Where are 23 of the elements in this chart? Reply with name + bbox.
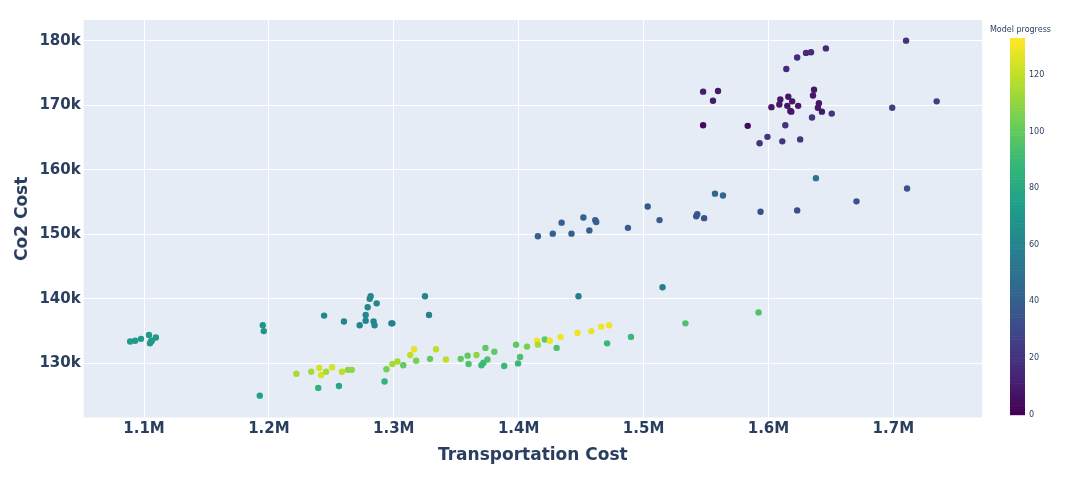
x-tick-label: 1.1M <box>123 419 165 438</box>
x-tick-label: 1.2M <box>248 419 290 438</box>
color-bar-title: Model progress <box>989 25 1051 34</box>
color-bar-label: 60 <box>1029 239 1040 249</box>
color-bar-label: 40 <box>1029 296 1040 306</box>
y-axis-title: Co2 Cost <box>10 176 31 261</box>
x-tick-label: 1.5M <box>622 419 665 438</box>
color-bar-label: 120 <box>1029 69 1045 79</box>
x-tick-label: 1.3M <box>373 419 415 438</box>
y-tick-label: 150k <box>39 224 82 243</box>
x-axis-title: Transportation Cost <box>437 444 628 465</box>
y-tick-label: 170k <box>39 95 82 114</box>
color-bar-label: 20 <box>1029 353 1040 363</box>
color-bar-label: 100 <box>1029 126 1045 136</box>
color-bar-label: 80 <box>1029 183 1040 193</box>
y-tick-label: 130k <box>39 353 82 372</box>
x-tick-label: 1.4M <box>497 419 540 438</box>
y-tick-label: 180k <box>39 30 82 49</box>
x-tick-label: 1.7M <box>872 419 915 438</box>
color-bar-label: 0 <box>1029 409 1035 419</box>
y-tick-label: 160k <box>39 159 82 178</box>
y-tick-label: 140k <box>39 288 82 307</box>
x-tick-label: 1.6M <box>747 419 790 438</box>
